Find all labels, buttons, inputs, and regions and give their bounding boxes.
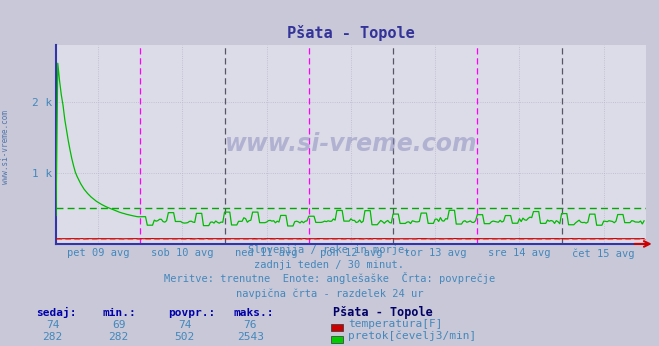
Text: temperatura[F]: temperatura[F] (348, 319, 442, 329)
Text: sedaj:: sedaj: (36, 307, 76, 318)
Text: 74: 74 (178, 320, 191, 330)
Text: 282: 282 (43, 332, 63, 342)
Text: Meritve: trenutne  Enote: anglešaške  Črta: povprečje: Meritve: trenutne Enote: anglešaške Črta… (164, 272, 495, 284)
Text: 282: 282 (109, 332, 129, 342)
Text: Slovenija / reke in morje.: Slovenija / reke in morje. (248, 245, 411, 255)
Text: pretok[čevelj3/min]: pretok[čevelj3/min] (348, 330, 476, 341)
Text: min.:: min.: (102, 308, 136, 318)
Text: 76: 76 (244, 320, 257, 330)
Text: 74: 74 (46, 320, 59, 330)
Text: www.si-vreme.com: www.si-vreme.com (225, 133, 477, 156)
Text: navpična črta - razdelek 24 ur: navpična črta - razdelek 24 ur (236, 288, 423, 299)
Text: zadnji teden / 30 minut.: zadnji teden / 30 minut. (254, 260, 405, 270)
Text: www.si-vreme.com: www.si-vreme.com (1, 110, 10, 184)
Text: maks.:: maks.: (234, 308, 274, 318)
Text: 2543: 2543 (237, 332, 264, 342)
Text: 69: 69 (112, 320, 125, 330)
Text: povpr.:: povpr.: (168, 308, 215, 318)
Title: Pšata - Topole: Pšata - Topole (287, 25, 415, 41)
Text: Pšata - Topole: Pšata - Topole (333, 306, 432, 319)
Text: 502: 502 (175, 332, 194, 342)
